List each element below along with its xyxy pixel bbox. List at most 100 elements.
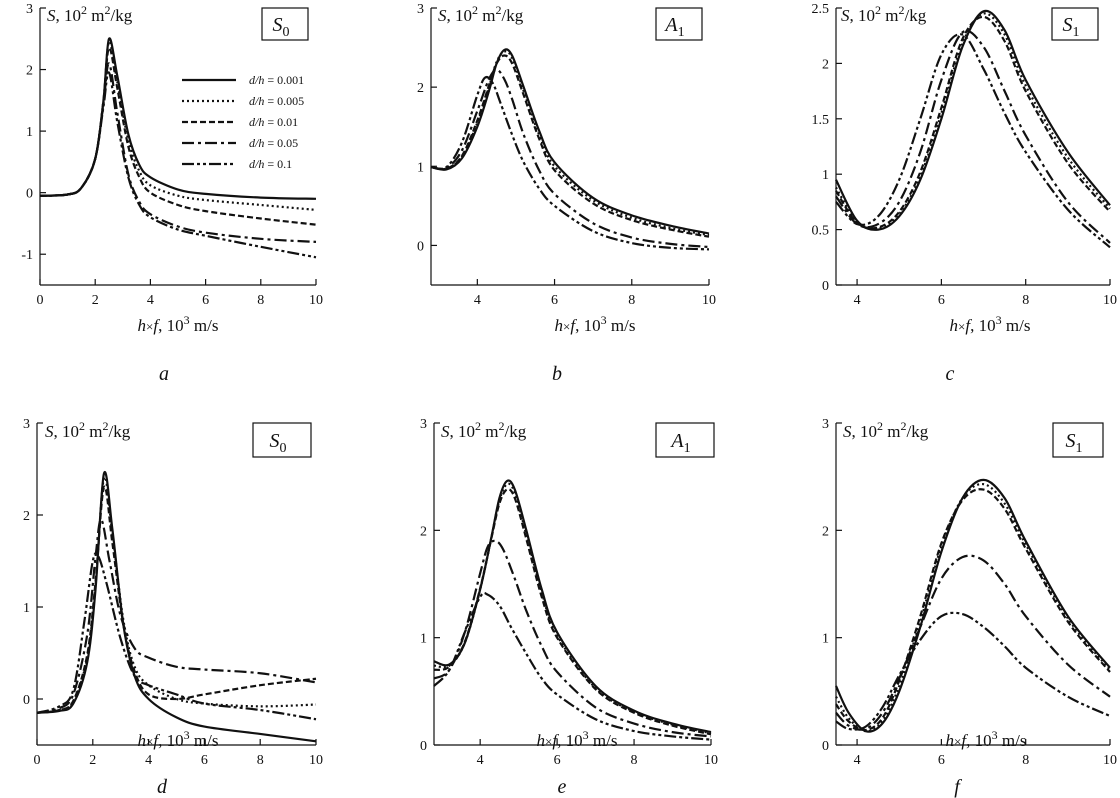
x-axis-label: h×f, 103 m/s bbox=[555, 313, 636, 335]
y-tick-label: 3 bbox=[822, 417, 829, 432]
x-tick-label: 6 bbox=[201, 753, 208, 768]
x-tick-label: 10 bbox=[309, 753, 323, 768]
x-tick-label: 4 bbox=[147, 293, 154, 308]
x-tick-label: 6 bbox=[202, 293, 209, 308]
y-axis-label: S, 102 m2/kg bbox=[45, 419, 131, 441]
y-tick-label: 1 bbox=[822, 632, 829, 647]
series-line-3 bbox=[431, 55, 709, 236]
x-tick-label: 8 bbox=[257, 293, 264, 308]
x-tick-label: 6 bbox=[938, 293, 945, 308]
legend-label: d/h = 0.1 bbox=[249, 157, 292, 171]
panel-letter: a bbox=[159, 363, 169, 385]
series-line-2 bbox=[836, 484, 1110, 731]
x-tick-label: 6 bbox=[551, 293, 558, 308]
y-axis-label: S, 102 m2/kg bbox=[438, 3, 524, 25]
legend: d/h = 0.001 d/h = 0.005 d/h = 0.01 d/h = 0.… bbox=[182, 73, 304, 171]
y-tick-label: 2 bbox=[26, 64, 33, 79]
series-line-4 bbox=[836, 556, 1110, 730]
series-line-5 bbox=[836, 613, 1110, 730]
x-tick-label: 2 bbox=[89, 753, 96, 768]
x-tick-label: 4 bbox=[474, 293, 481, 308]
x-tick-label: 10 bbox=[1103, 293, 1117, 308]
series-line-4 bbox=[40, 63, 316, 242]
y-tick-label: 1 bbox=[26, 125, 33, 140]
x-tick-label: 8 bbox=[628, 293, 635, 308]
y-tick-label: 1 bbox=[23, 601, 30, 616]
y-tick-label: 0.5 bbox=[812, 224, 830, 239]
series-line-1 bbox=[836, 11, 1110, 230]
x-tick-label: 8 bbox=[631, 753, 638, 768]
panel-f: 0 1 2 3 4 6 8 10 S, 102 m2/kg h×f, 103 m/s S1 f bbox=[822, 417, 1117, 798]
y-tick-label: 1 bbox=[420, 632, 427, 647]
x-tick-label: 8 bbox=[257, 753, 264, 768]
y-tick-label: 2 bbox=[822, 524, 829, 539]
series-line-3 bbox=[836, 489, 1110, 730]
x-tick-label: 0 bbox=[37, 293, 44, 308]
y-tick-label: 1 bbox=[417, 160, 424, 175]
x-tick-label: 10 bbox=[702, 293, 716, 308]
panel-letter: c bbox=[946, 363, 955, 385]
x-tick-label: 6 bbox=[554, 753, 561, 768]
figure: -101230 2 4 6 8 10S, 102 m2/kgh×f, 103 m/sS0a… bbox=[0, 0, 1120, 798]
x-tick-label: 0 bbox=[34, 753, 41, 768]
x-tick-label: 10 bbox=[1103, 753, 1117, 768]
y-tick-label: 3 bbox=[420, 417, 427, 432]
y-tick-label: 3 bbox=[26, 2, 33, 17]
panel-c: 0 0.5 1 1.5 2 2.5 4 6 8 10 S, 102 m2/kg h×f, 103 m/… bbox=[812, 2, 1118, 385]
panel-letter: f bbox=[954, 776, 962, 798]
x-tick-label: 10 bbox=[704, 753, 718, 768]
series-line-2 bbox=[37, 477, 316, 713]
y-tick-label: 1 bbox=[822, 168, 829, 183]
series-line-5 bbox=[836, 34, 1110, 247]
panel-letter: b bbox=[552, 363, 562, 385]
x-axis-label: h×f, 103 m/s bbox=[537, 728, 618, 750]
x-axis-label: h×f, 103 m/s bbox=[138, 728, 219, 750]
y-tick-label: 2.5 bbox=[812, 2, 830, 17]
legend-label: d/h = 0.001 bbox=[249, 73, 304, 87]
series-line-4 bbox=[431, 70, 709, 247]
legend-label: d/h = 0.01 bbox=[249, 115, 298, 129]
x-tick-label: 8 bbox=[1022, 293, 1029, 308]
y-tick-label: 3 bbox=[23, 417, 30, 432]
y-tick-label: 2 bbox=[822, 57, 829, 72]
panel-letter: e bbox=[558, 776, 567, 798]
x-tick-label: 4 bbox=[145, 753, 152, 768]
legend-label: d/h = 0.005 bbox=[249, 94, 304, 108]
x-axis-label: h×f, 103 m/s bbox=[950, 313, 1031, 335]
panel-letter: d bbox=[157, 776, 168, 798]
y-axis-label: S, 102 m2/kg bbox=[841, 3, 927, 25]
x-tick-label: 10 bbox=[309, 293, 323, 308]
x-axis-label: h×f, 103 m/s bbox=[138, 313, 219, 335]
y-tick-label: 2 bbox=[420, 524, 427, 539]
y-tick-label: 0 bbox=[822, 739, 829, 754]
y-axis-label: S, 102 m2/kg bbox=[843, 419, 929, 441]
legend-label: d/h = 0.05 bbox=[249, 136, 298, 150]
x-tick-label: 4 bbox=[477, 753, 484, 768]
y-tick-label: 0 bbox=[822, 279, 829, 294]
series-line-1 bbox=[431, 49, 709, 233]
y-tick-label: 0 bbox=[420, 739, 427, 754]
series-line-3 bbox=[37, 487, 316, 713]
x-tick-label: 4 bbox=[854, 293, 861, 308]
y-tick-label: 0 bbox=[23, 693, 30, 708]
x-axis-label: h×f, 103 m/s bbox=[946, 728, 1027, 750]
y-tick-label: 1.5 bbox=[812, 113, 830, 128]
y-tick-label: 0 bbox=[26, 187, 33, 202]
panel-e: 0 1 2 3 4 6 8 10 S, 102 m2/kg h×f, 103 m/s A1 e bbox=[420, 417, 718, 798]
series-line-5 bbox=[431, 77, 709, 249]
series-line-1 bbox=[836, 480, 1110, 732]
y-tick-label: -1 bbox=[21, 248, 33, 263]
x-tick-label: 4 bbox=[854, 753, 861, 768]
x-tick-label: 2 bbox=[92, 293, 99, 308]
panel-d: 0 1 2 3 0 2 4 6 8 10 S, 102 m2/kg h×f, 103 m/s S0 d bbox=[23, 417, 323, 798]
series-line-5 bbox=[434, 593, 711, 740]
x-tick-label: 6 bbox=[938, 753, 945, 768]
x-tick-label: 8 bbox=[1022, 753, 1029, 768]
y-tick-label: 2 bbox=[23, 509, 30, 524]
series-line-4 bbox=[434, 541, 711, 737]
y-tick-label: 3 bbox=[417, 2, 424, 17]
y-axis-label: S, 102 m2/kg bbox=[441, 419, 527, 441]
y-tick-label: 2 bbox=[417, 81, 424, 96]
panel-b: 0 1 2 3 4 6 8 10 S, 102 m2/kg h×f, 103 m/s A1 b bbox=[417, 2, 716, 385]
panel-a: -1 0 1 2 3 0 2 4 6 8 10 S, 102 m2/kg h×f, 103 m/s S0 a bbox=[21, 2, 323, 385]
